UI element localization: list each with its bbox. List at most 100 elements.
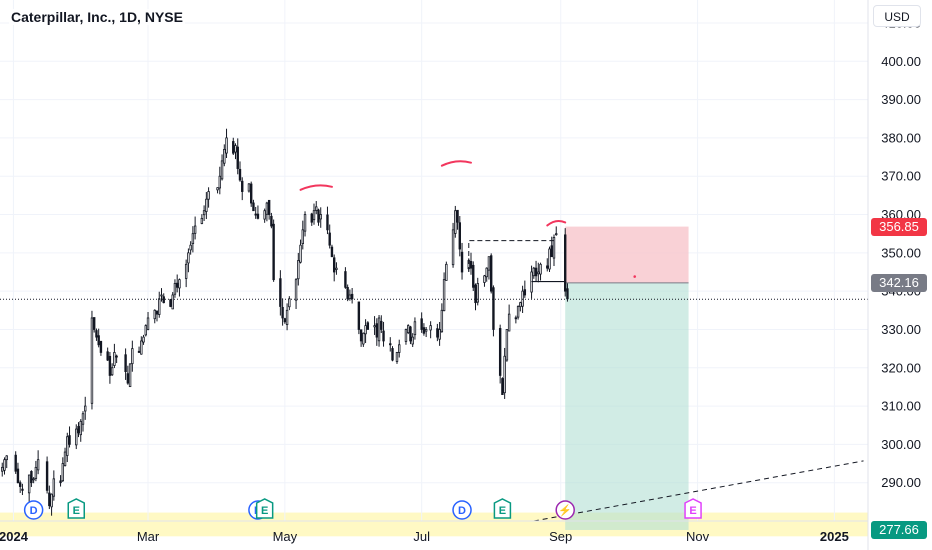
candle-body: [84, 405, 87, 412]
candle: [95, 328, 98, 341]
candle-body: [75, 428, 78, 446]
candle-body: [59, 480, 62, 484]
candle-body: [202, 210, 206, 216]
candle: [77, 422, 80, 438]
candle: [254, 206, 257, 219]
event-letter: E: [689, 505, 696, 517]
candle: [205, 192, 208, 220]
candle: [252, 199, 255, 212]
candle-body: [366, 322, 370, 330]
candle: [319, 207, 322, 228]
candle-body: [288, 298, 291, 308]
candle: [14, 451, 17, 474]
candle: [550, 236, 553, 258]
candle: [297, 252, 300, 286]
candle: [232, 137, 235, 155]
candle: [191, 226, 195, 253]
event-marker-earnings: E: [493, 498, 512, 519]
candle: [382, 321, 385, 347]
candle: [346, 284, 349, 302]
candle: [27, 474, 31, 502]
candle-body: [223, 149, 226, 164]
event-letter: D: [30, 505, 38, 517]
candle: [373, 316, 376, 335]
candle: [30, 470, 33, 487]
candle-body: [146, 317, 150, 330]
candle: [357, 301, 361, 335]
candle-body: [285, 309, 289, 325]
candle-body: [454, 210, 457, 234]
candle: [110, 363, 114, 376]
candle-body: [498, 328, 502, 376]
candle: [75, 424, 78, 450]
candle: [93, 317, 96, 333]
candle-body: [492, 287, 495, 330]
candle-body: [516, 306, 520, 318]
candle: [483, 274, 486, 287]
candle: [317, 208, 320, 226]
candle-body: [404, 329, 408, 342]
candle-body: [97, 335, 100, 346]
candle-body: [155, 310, 159, 315]
currency-button[interactable]: USD: [873, 5, 921, 27]
candle-body: [90, 317, 94, 404]
candle-body: [184, 263, 188, 279]
y-tick-label: 380.00: [881, 130, 921, 145]
candle-body: [27, 474, 31, 494]
candle: [552, 234, 556, 267]
candle-body: [424, 329, 428, 332]
candle-body: [270, 215, 273, 227]
candle: [115, 354, 118, 364]
candle: [442, 272, 446, 312]
candle-body: [391, 348, 394, 361]
candle-body: [539, 263, 542, 275]
candle: [492, 285, 495, 337]
candle-body: [247, 183, 251, 192]
candle-body: [283, 318, 287, 323]
candle: [539, 262, 542, 281]
candle-body: [232, 141, 235, 154]
event-letter: E: [261, 505, 268, 517]
y-tick-label: 330.00: [881, 322, 921, 337]
chart-title: Caterpillar, Inc., 1D, NYSE: [9, 9, 185, 25]
candle: [279, 270, 282, 316]
candle-body: [505, 329, 509, 361]
candle: [99, 340, 103, 356]
candle-body: [32, 478, 35, 481]
event-marker-split: ⚡: [555, 500, 575, 520]
candle-body: [137, 350, 141, 353]
candle-body: [175, 282, 179, 288]
candle: [108, 351, 112, 384]
candle: [225, 128, 228, 158]
candle: [142, 334, 145, 345]
candle-body: [250, 183, 253, 204]
candle: [487, 256, 491, 280]
candle: [59, 475, 62, 487]
candle-body: [193, 225, 197, 234]
event-marker-future-earnings: E: [684, 498, 702, 519]
candle: [173, 279, 177, 298]
candle-body: [30, 471, 33, 484]
candle: [288, 296, 291, 311]
candle-body: [238, 168, 242, 181]
candle-body: [220, 160, 224, 180]
candle-body: [21, 488, 24, 491]
candle: [454, 205, 457, 238]
candle: [438, 321, 441, 346]
candle-body: [140, 340, 143, 355]
y-tick-label: 310.00: [881, 399, 921, 414]
candle-body: [346, 287, 349, 300]
candle: [189, 241, 192, 255]
candle: [256, 205, 260, 220]
candle: [422, 323, 426, 336]
candle: [451, 222, 455, 268]
stop-price-label: 356.85: [871, 217, 927, 236]
candle-body: [115, 355, 118, 358]
candle: [380, 315, 383, 334]
profit-target-zone: [565, 282, 689, 530]
candle-body: [68, 435, 71, 445]
event-flag: [67, 498, 86, 519]
candle-body: [503, 355, 506, 394]
